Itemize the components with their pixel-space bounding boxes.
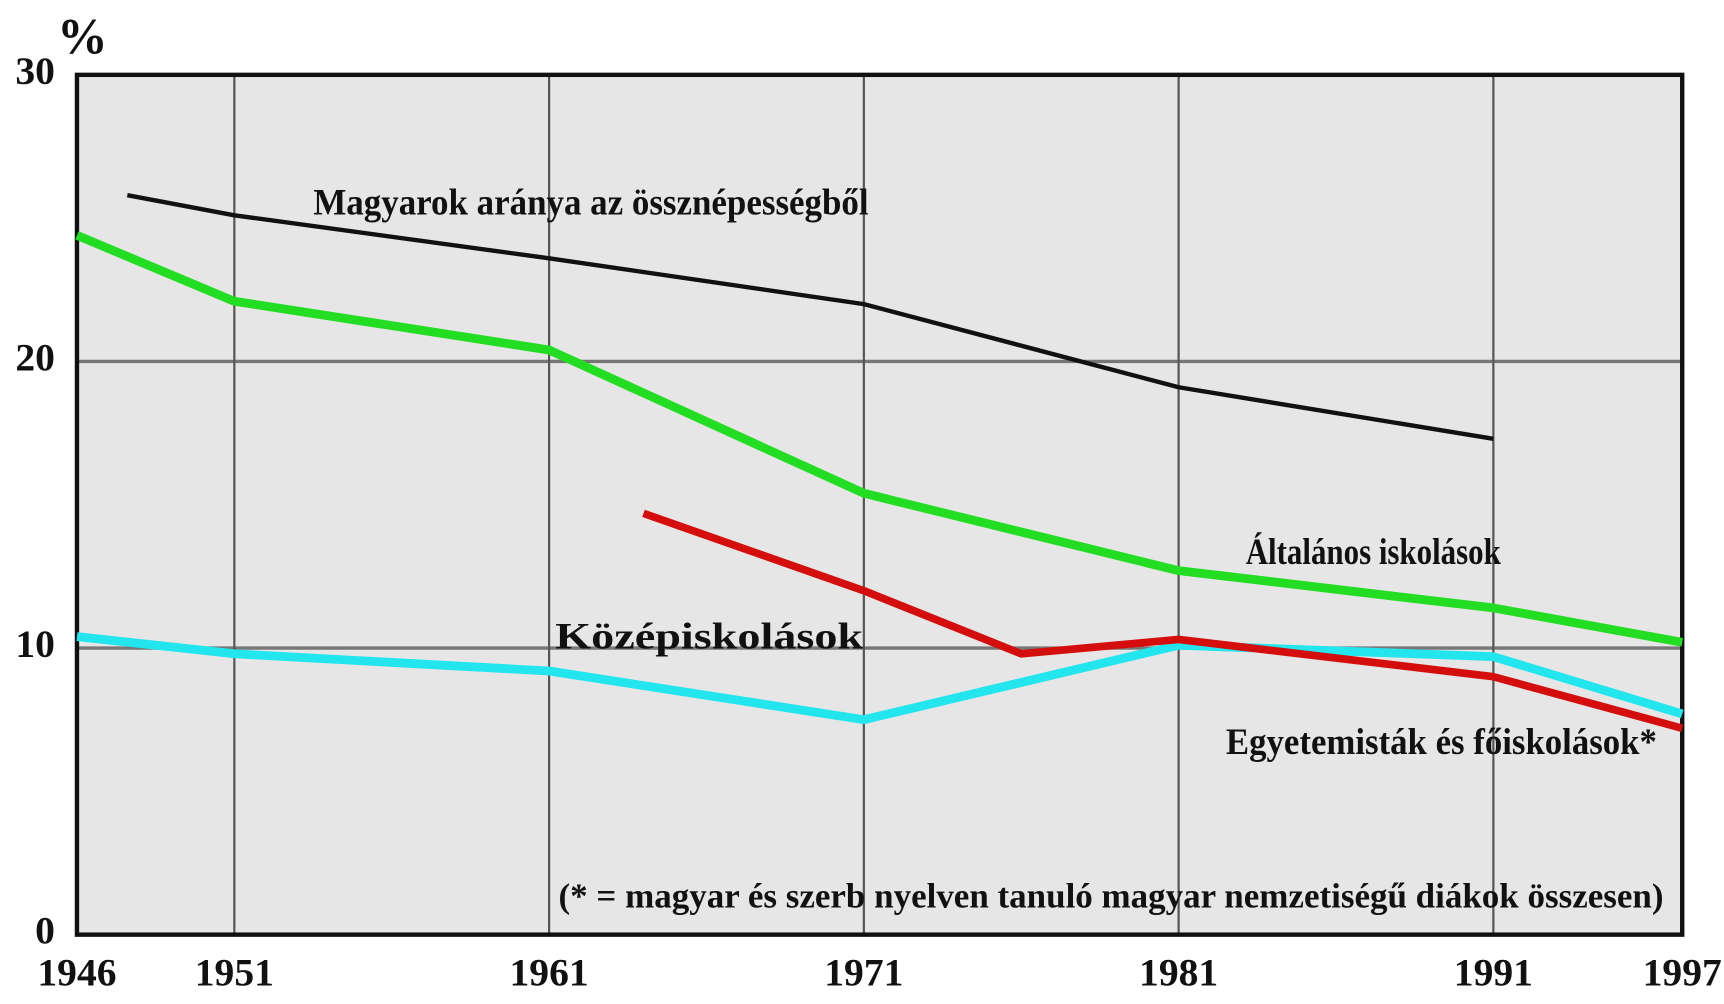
series-line xyxy=(126,193,1494,442)
x-tick-label: 1981 xyxy=(1139,951,1218,995)
y-tick-label: 20 xyxy=(15,336,55,380)
x-tick-label: 1951 xyxy=(195,951,274,995)
x-tick-label: 1997 xyxy=(1643,951,1722,995)
x-tick-label: 1991 xyxy=(1454,951,1533,995)
series-label: Általános iskolások xyxy=(1246,531,1501,573)
series-label: Magyarok aránya az össznépességből xyxy=(313,182,868,223)
note: (* = magyar és szerb nyelven tanuló magy… xyxy=(559,877,1664,916)
y-axis-label: % xyxy=(57,8,108,64)
series-line xyxy=(75,231,1684,647)
x-tick-label: 1971 xyxy=(824,951,903,995)
series-label: Egyetemisták és főiskolások* xyxy=(1226,722,1657,763)
y-tick-label: 0 xyxy=(35,909,55,953)
x-tick-label: 1961 xyxy=(510,951,589,995)
series-line xyxy=(76,632,1684,725)
y-tick-label: 30 xyxy=(15,49,55,93)
x-tick-label: 1946 xyxy=(37,951,116,995)
series-label: Középiskolások xyxy=(555,617,863,658)
plot-background xyxy=(76,74,1683,935)
y-tick-label: 10 xyxy=(15,622,55,666)
plot-frame xyxy=(74,72,1685,937)
series-line xyxy=(642,509,1684,733)
